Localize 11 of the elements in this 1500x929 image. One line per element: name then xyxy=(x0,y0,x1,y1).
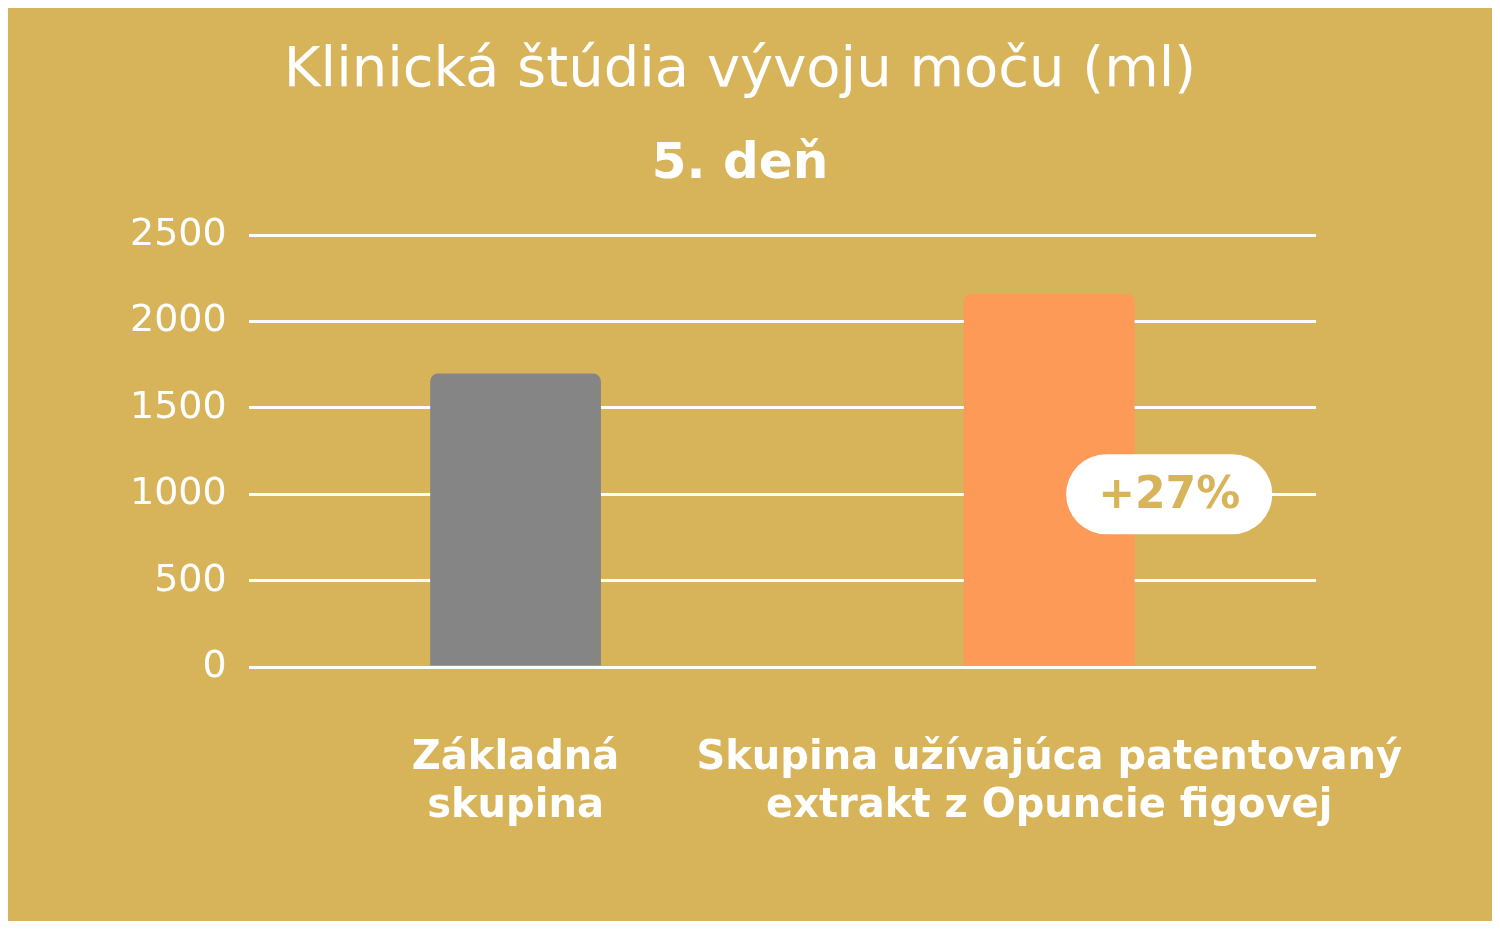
x-tick-label: Skupina užívajúca patentovaný extrakt z Opuncie figovej xyxy=(696,732,1402,827)
annotation: +27% xyxy=(1098,466,1241,518)
y-tick-label: 1000 xyxy=(129,469,227,514)
y-tick-label: 0 xyxy=(202,641,227,686)
y-tick-label: 2000 xyxy=(129,296,227,341)
y-tick-label: 1500 xyxy=(129,382,227,427)
chart-subtitle: 5. deň xyxy=(651,132,829,191)
y-tick-label: 500 xyxy=(154,555,227,600)
x-tick-label: Základná skupina xyxy=(411,732,620,827)
chart-title: Klinická štúdia vývoju moču (ml) xyxy=(283,34,1197,100)
y-tick-label: 2500 xyxy=(129,210,227,255)
